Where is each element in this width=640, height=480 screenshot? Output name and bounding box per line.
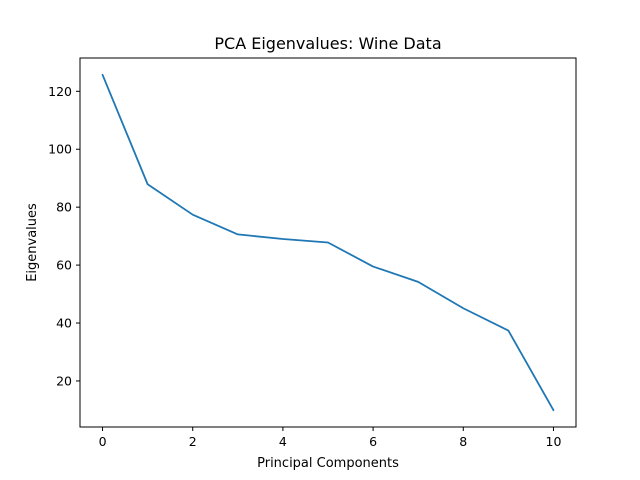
x-tick-label: 2	[189, 434, 197, 449]
x-tick-label: 10	[546, 434, 562, 449]
series-line	[101, 73, 555, 412]
y-tick-label: 40	[56, 316, 72, 331]
y-tick-label: 100	[48, 142, 72, 157]
y-tick-label: 80	[56, 200, 72, 215]
y-tick-label: 60	[56, 258, 72, 273]
y-axis-label: Eigenvalues	[25, 203, 40, 282]
chart-title: PCA Eigenvalues: Wine Data	[214, 34, 441, 53]
plot-area	[101, 73, 555, 412]
x-axis: 0 2 4 6 8 10	[99, 427, 562, 449]
y-tick-label: 20	[56, 373, 72, 388]
x-tick-label: 0	[99, 434, 107, 449]
x-tick-label: 6	[369, 434, 377, 449]
axes-frame	[79, 57, 577, 428]
x-tick-label: 8	[459, 434, 467, 449]
x-tick-label: 4	[279, 434, 287, 449]
y-tick-label: 120	[48, 84, 72, 99]
x-axis-label: Principal Components	[257, 456, 399, 471]
y-axis: 20 40 60 80 100 120	[48, 84, 80, 388]
